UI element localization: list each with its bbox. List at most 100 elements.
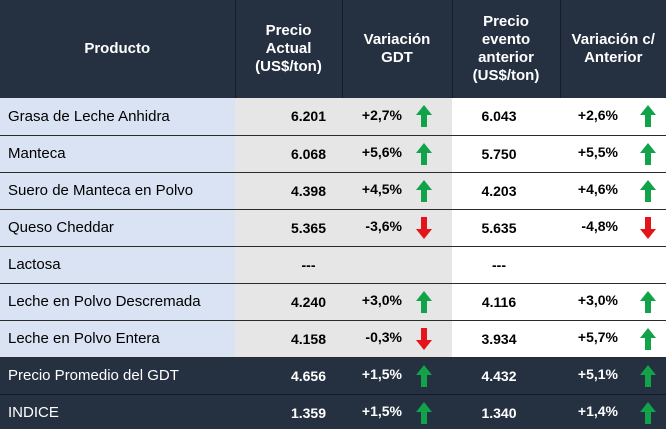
- product-name-text: Precio Promedio del GDT: [8, 367, 179, 384]
- product-name-text: INDICE: [8, 404, 59, 421]
- arrow-up-icon: [640, 327, 656, 350]
- current-price-cell: 5.365: [235, 209, 342, 247]
- product-name-cell: Manteca: [0, 135, 235, 173]
- arrow-up-icon: [640, 142, 656, 165]
- gdt-variation-text: +5,6%: [361, 144, 402, 161]
- header-variacion-gdt: Variación GDT: [342, 0, 453, 98]
- previous-variation-text: +2,6%: [577, 106, 618, 123]
- current-price-text: 6.201: [290, 108, 327, 125]
- gdt-variation-cell: +4,5%: [342, 172, 452, 210]
- gdt-variation-cell: -3,6%: [342, 209, 452, 247]
- previous-variation-text: +4,6%: [577, 181, 618, 198]
- current-price-cell: ---: [235, 246, 342, 284]
- previous-variation-text: +1,4%: [577, 403, 618, 420]
- arrow-down-icon: [416, 327, 432, 350]
- gdt-variation-text: +1,5%: [361, 366, 402, 383]
- header-producto: Producto: [0, 0, 236, 98]
- current-price-cell: 4.398: [235, 172, 342, 210]
- current-price-cell: 4.656: [235, 357, 342, 395]
- current-price-text: 1.359: [290, 404, 327, 421]
- previous-variation-text: +5,5%: [577, 144, 618, 161]
- table-row: Precio Promedio del GDT 4.656 +1,5% 4.432 +5…: [0, 357, 666, 395]
- current-price-cell: 4.158: [235, 320, 342, 358]
- table-row: Leche en Polvo Entera 4.158 -0,3% 3.934 +5,7…: [0, 320, 666, 358]
- arrow-up-icon: [416, 401, 432, 424]
- product-name-cell: Grasa de Leche Anhidra: [0, 98, 235, 136]
- product-name-cell: Leche en Polvo Entera: [0, 320, 235, 358]
- product-name-text: Lactosa: [8, 256, 61, 273]
- previous-variation-cell: +5,1%: [560, 357, 666, 395]
- previous-variation-cell: +3,0%: [560, 283, 666, 321]
- header-variacion-anterior: Variación c/ Anterior: [560, 0, 666, 98]
- previous-price-text: 4.432: [481, 367, 517, 384]
- previous-price-cell: ---: [452, 246, 560, 284]
- previous-price-cell: 4.116: [452, 283, 560, 321]
- product-name-text: Manteca: [8, 145, 66, 162]
- product-name-text: Queso Cheddar: [8, 219, 114, 236]
- product-name-cell: Lactosa: [0, 246, 235, 284]
- gdt-variation-cell: +2,7%: [342, 98, 452, 136]
- header-precio-actual: Precio Actual (US$/ton): [235, 0, 343, 98]
- table-row: Grasa de Leche Anhidra 6.201 +2,7% 6.043 +2,…: [0, 98, 666, 136]
- table-row: INDICE 1.359 +1,5% 1.340 +1,4%: [0, 394, 666, 429]
- arrow-up-icon: [416, 142, 432, 165]
- previous-price-cell: 1.340: [452, 394, 560, 429]
- previous-price-cell: 4.203: [452, 172, 560, 210]
- previous-variation-cell: +2,6%: [560, 98, 666, 136]
- arrow-up-icon: [416, 290, 432, 313]
- table-row: Manteca 6.068 +5,6% 5.750 +5,5%: [0, 135, 666, 173]
- product-name-cell: Precio Promedio del GDT: [0, 357, 235, 395]
- previous-price-cell: 4.432: [452, 357, 560, 395]
- previous-price-cell: 6.043: [452, 98, 560, 136]
- arrow-up-icon: [640, 364, 656, 387]
- previous-price-text: 5.750: [481, 145, 517, 162]
- arrow-up-icon: [416, 179, 432, 202]
- previous-variation-text: -4,8%: [581, 218, 618, 235]
- previous-variation-cell: +1,4%: [560, 394, 666, 429]
- previous-price-text: 1.340: [481, 404, 517, 421]
- product-name-text: Grasa de Leche Anhidra: [8, 107, 170, 125]
- arrow-down-icon: [416, 216, 432, 239]
- previous-price-cell: 5.750: [452, 135, 560, 173]
- gdt-variation-cell: +1,5%: [342, 357, 452, 395]
- current-price-cell: 6.201: [235, 98, 342, 136]
- product-name-text: Leche en Polvo Entera: [8, 330, 160, 347]
- previous-variation-cell: +4,6%: [560, 172, 666, 210]
- table-row: Queso Cheddar 5.365 -3,6% 5.635 -4,8%: [0, 209, 666, 247]
- previous-price-text: 6.043: [481, 108, 517, 125]
- previous-price-text: ---: [492, 256, 506, 273]
- gdt-variation-cell: +5,6%: [342, 135, 452, 173]
- gdt-variation-cell: -0,3%: [342, 320, 452, 358]
- previous-price-text: 5.635: [481, 219, 517, 236]
- gdt-variation-text: +3,0%: [361, 292, 402, 309]
- current-price-cell: 1.359: [235, 394, 342, 429]
- gdt-variation-cell: [342, 246, 452, 284]
- previous-variation-text: +3,0%: [577, 292, 618, 309]
- gdt-variation-text: -3,6%: [365, 218, 402, 235]
- arrow-up-icon: [416, 364, 432, 387]
- product-name-cell: Leche en Polvo Descremada: [0, 283, 235, 321]
- gdt-variation-text: -0,3%: [365, 329, 402, 346]
- gdt-variation-cell: +3,0%: [342, 283, 452, 321]
- current-price-text: ---: [301, 256, 316, 273]
- arrow-up-icon: [416, 105, 432, 128]
- arrow-down-icon: [640, 216, 656, 239]
- previous-variation-cell: +5,5%: [560, 135, 666, 173]
- header-precio-anterior: Precio evento anterior (US$/ton): [452, 0, 561, 98]
- previous-variation-text: +5,1%: [577, 366, 618, 383]
- previous-variation-cell: [560, 246, 666, 284]
- arrow-up-icon: [640, 179, 656, 202]
- table-row: Suero de Manteca en Polvo 4.398 +4,5% 4.203…: [0, 172, 666, 210]
- previous-price-text: 4.116: [481, 293, 517, 310]
- current-price-text: 4.158: [290, 330, 327, 347]
- current-price-cell: 4.240: [235, 283, 342, 321]
- arrow-up-icon: [640, 401, 656, 424]
- product-name-text: Suero de Manteca en Polvo: [8, 182, 194, 199]
- previous-variation-text: +5,7%: [577, 329, 618, 346]
- product-name-cell: Suero de Manteca en Polvo: [0, 172, 235, 210]
- table-body: Grasa de Leche Anhidra 6.201 +2,7% 6.043 +2,…: [0, 98, 666, 429]
- current-price-text: 6.068: [290, 145, 327, 162]
- table-row: Leche en Polvo Descremada 4.240 +3,0% 4.116…: [0, 283, 666, 321]
- gdt-variation-text: +2,7%: [361, 106, 402, 123]
